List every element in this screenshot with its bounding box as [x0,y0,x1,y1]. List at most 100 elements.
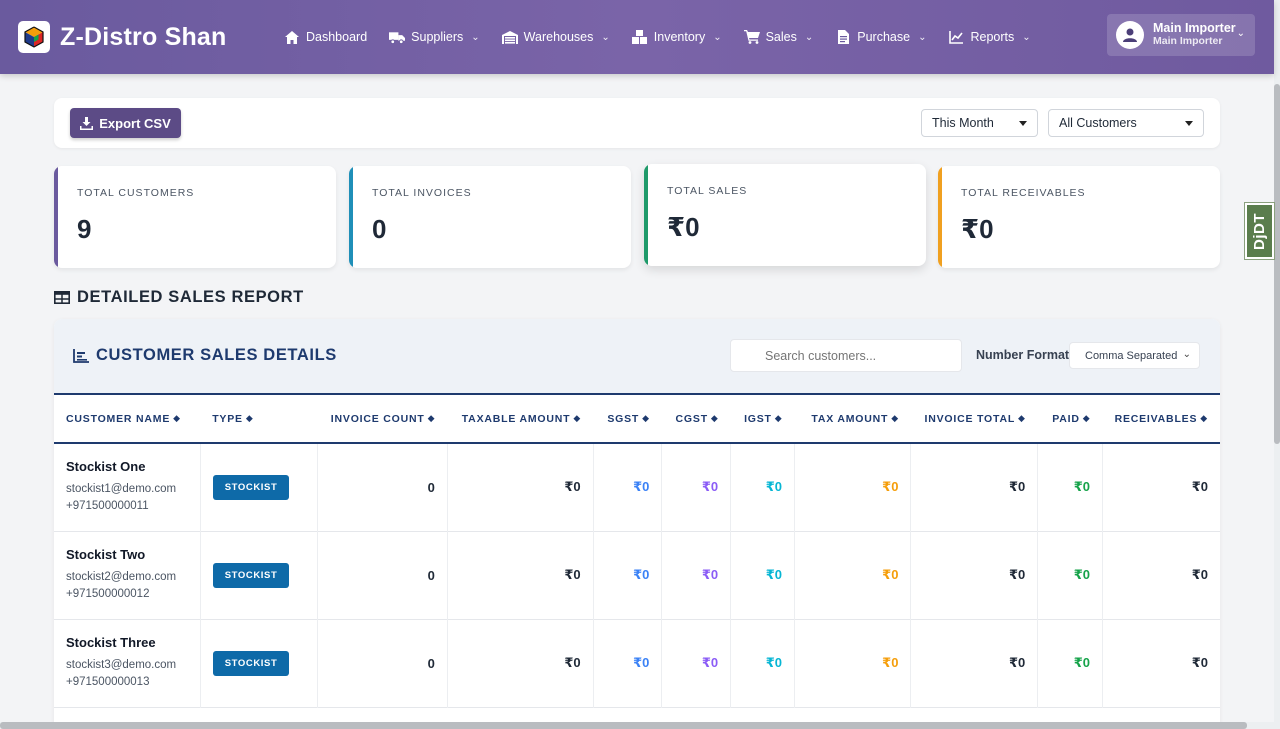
nav-label: Purchase [857,30,911,44]
vertical-scrollbar[interactable] [1274,0,1280,729]
col-header-label: IGST [744,412,772,425]
number-format-label: Number Format: [976,348,1074,362]
cell-paid: ₹0 [1037,531,1103,619]
cell-cgst: ₹0 [661,443,732,531]
col-header-invoice-count[interactable]: Invoice Count ◆ [318,394,448,443]
col-header-label: Tax Amount [811,412,889,425]
table-row: Stockist One stockist1@demo.com +9715000… [54,443,1220,531]
customer-select[interactable]: All Customers [1048,109,1204,137]
sort-icon: ◆ [245,413,254,424]
col-header-receivables[interactable]: Receivables ◆ [1103,394,1221,443]
number-format-value: Comma Separated [1085,349,1178,362]
cell-invoice-total: ₹0 [910,443,1039,531]
sort-icon: ◆ [642,413,650,424]
nav-inventory[interactable]: Inventory ⌄ [632,30,722,44]
top-navbar: Z-Distro Shan Dashboard Suppliers ⌄ Ware… [0,0,1274,74]
stat-accent-bar [54,166,58,268]
type-badge: STOCKIST [212,650,290,676]
user-avatar-icon [1116,21,1144,49]
col-header-cgst[interactable]: CGST ◆ [662,394,731,443]
caret-down-icon [1185,121,1193,126]
col-header-sgst[interactable]: SGST ◆ [593,394,662,443]
customer-select-value: All Customers [1059,116,1137,130]
customer-name: Stockist Two [66,547,146,562]
customer-name: Stockist Three [66,635,156,650]
customer-phone: +971500000011 [66,500,149,513]
col-header-customer-name[interactable]: Customer Name ◆ [54,394,200,443]
customer-phone: +971500000013 [66,676,150,688]
nav-reports[interactable]: Reports ⌄ [948,30,1031,44]
cell-invoice-count: 0 [317,443,448,531]
chevron-down-icon: ⌄ [1236,28,1245,39]
user-info: Main Importer Main Importer [1153,22,1236,47]
col-header-label: Paid [1052,412,1080,425]
scrollbar-thumb[interactable] [1274,84,1280,444]
sort-icon: ◆ [891,413,899,424]
brand[interactable]: Z-Distro Shan [18,21,268,53]
user-role: Main Importer [1153,35,1223,48]
cell-type: STOCKIST [200,443,319,531]
chevron-down-icon: ⌄ [471,31,480,43]
number-format-select[interactable]: Comma Separated ⌄ [1069,342,1200,369]
user-name: Main Importer [1153,21,1236,36]
horizontal-scrollbar[interactable] [0,722,1274,729]
cube-logo-icon [18,21,50,53]
scrollbar-thumb[interactable] [0,722,1247,729]
col-header-tax-amount[interactable]: Tax Amount ◆ [795,394,911,443]
nav-label: Dashboard [306,30,368,44]
cell-igst: ₹0 [730,619,795,707]
export-csv-button[interactable]: Export CSV [70,108,181,138]
cell-receivables: ₹0 [1191,567,1208,582]
cell-cgst: ₹0 [661,531,732,619]
col-header-label: Taxable Amount [461,412,571,425]
stat-value: ₹0 [667,212,700,242]
search-customers-input[interactable] [730,339,962,372]
nav-sales[interactable]: Sales ⌄ [743,30,814,44]
stat-card-total-receivables: Total Receivables ₹0 [938,166,1220,268]
cell-receivables: ₹0 [1191,479,1208,495]
card-header: CUSTOMER SALES DETAILS Number Format: Co… [54,319,1220,393]
col-header-paid[interactable]: Paid ◆ [1038,394,1103,443]
nav-suppliers[interactable]: Suppliers ⌄ [389,30,480,44]
stat-label: Total Sales [667,185,748,197]
cell-invoice-count: 0 [317,619,448,707]
home-icon [284,30,300,44]
customer-email: stockist2@demo.com [66,571,177,583]
chevron-down-icon: ⌄ [918,31,927,43]
cell-tax-amount: ₹0 [794,443,912,531]
col-header-igst[interactable]: IGST ◆ [731,394,795,443]
cell-tax-amount: ₹0 [794,531,912,619]
nav-warehouses[interactable]: Warehouses ⌄ [501,30,610,44]
customer-email: stockist1@demo.com [66,483,177,496]
chevron-down-icon: ⌄ [804,31,814,43]
django-debug-toolbar-handle[interactable]: DjDT [1244,202,1275,260]
chevron-down-icon: ⌄ [713,31,722,43]
main-nav: Dashboard Suppliers ⌄ Warehouses ⌄ Inven… [284,30,1053,44]
export-label: Export CSV [99,115,171,131]
type-badge: STOCKIST [212,474,290,500]
warehouse-icon [501,30,518,44]
table-header-row: Customer Name ◆ Type ◆ Invoice Count ◆ Taxa… [54,394,1220,443]
nav-label: Suppliers [411,30,464,44]
stat-label: Total Invoices [372,187,472,199]
col-header-invoice-total[interactable]: Invoice Total ◆ [911,394,1038,443]
section-title: DETAILED SALES REPORT [54,288,304,307]
sort-icon: ◆ [173,413,181,424]
customer-name: Stockist One [66,459,146,475]
nav-dashboard[interactable]: Dashboard [284,30,367,44]
period-select[interactable]: This Month [921,109,1038,137]
col-header-type[interactable]: Type ◆ [200,394,317,443]
nav-purchase[interactable]: Purchase ⌄ [835,30,926,44]
truck-icon [389,30,406,44]
cell-paid: ₹0 [1037,619,1103,707]
cell-receivables: ₹0 [1191,655,1208,670]
col-header-taxable-amount[interactable]: Taxable Amount ◆ [447,394,593,443]
cell-customer: Stockist Three stockist3@demo.com +97150… [54,619,201,707]
cell-tax-amount: ₹0 [794,619,912,707]
cell-invoice-count: 0 [317,531,448,619]
card-title-text: CUSTOMER SALES DETAILS [96,346,337,364]
user-menu[interactable]: Main Importer Main Importer ⌄ [1107,14,1255,56]
sort-icon: ◆ [710,413,719,424]
cell-type: STOCKIST [200,619,319,707]
table-icon [54,291,70,304]
